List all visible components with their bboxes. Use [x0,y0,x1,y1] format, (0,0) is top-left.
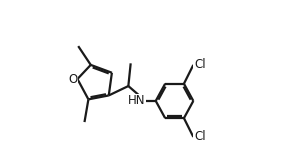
Text: Cl: Cl [194,131,206,143]
Text: O: O [68,73,77,85]
Text: Cl: Cl [194,58,206,71]
Text: HN: HN [128,94,145,107]
